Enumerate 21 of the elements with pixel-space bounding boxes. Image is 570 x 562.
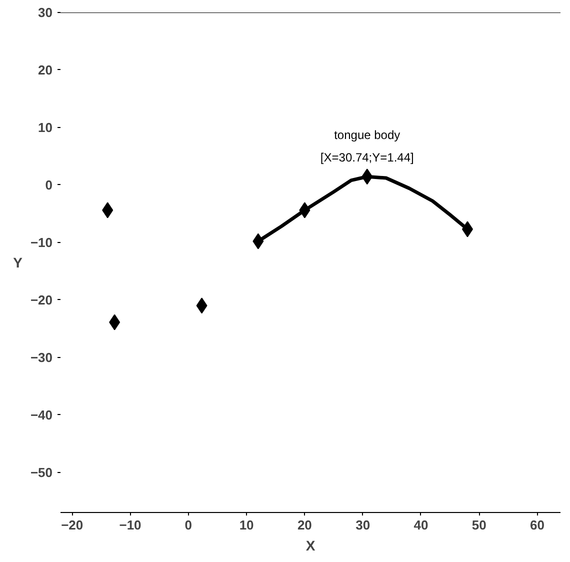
x-tick-label: 20 (297, 518, 312, 532)
x-tick-label: 60 (530, 518, 544, 532)
x-tick-label: −20 (61, 518, 84, 532)
y-tick-label: −10 (30, 234, 53, 250)
y-tick-label: 20 (38, 62, 53, 78)
y-tick-label: −30 (30, 350, 53, 365)
y-axis-title: Y (13, 254, 24, 270)
y-tick-label: −40 (30, 407, 53, 422)
y-tick-label: −20 (30, 292, 53, 308)
x-tick-label: 30 (356, 518, 370, 532)
y-tick-label: −50 (30, 464, 53, 480)
x-axis-title: X (306, 538, 316, 554)
annotation: tongue body [X=30.74;Y=1.44] (320, 128, 414, 165)
y-tick-label: 30 (38, 5, 53, 20)
y-tick-label: 10 (38, 120, 53, 135)
y-tick-label: 0 (45, 177, 53, 192)
x-tick-label: −10 (119, 518, 142, 532)
x-tick-label: 10 (239, 518, 254, 532)
x-tick-label: 0 (184, 518, 192, 532)
x-tick-label: 50 (472, 518, 486, 532)
x-tick-label: 40 (414, 518, 428, 532)
